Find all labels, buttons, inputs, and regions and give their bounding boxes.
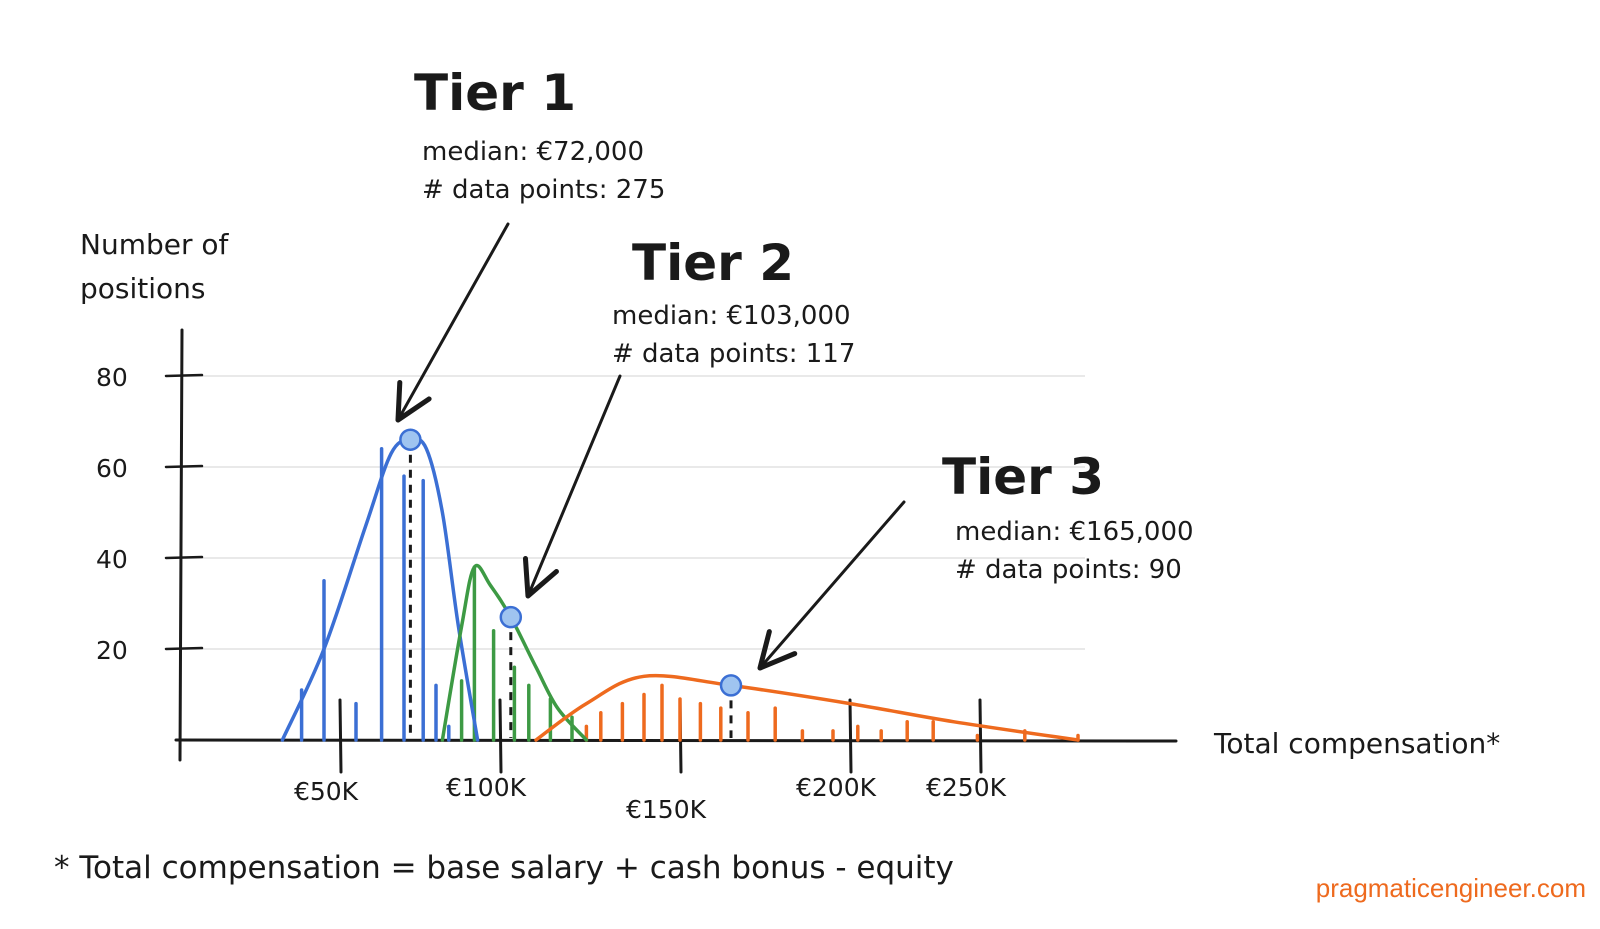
y-tick-mark-20 bbox=[164, 646, 204, 651]
y-tick-mark-40 bbox=[164, 555, 204, 560]
tier-1-arrow bbox=[395, 222, 510, 423]
x-axis bbox=[174, 738, 1178, 743]
y-tick-label-60: 60 bbox=[96, 454, 128, 483]
tier-2-median-marker bbox=[499, 605, 523, 629]
gridlines bbox=[185, 375, 1085, 650]
x-tick-label-3: €200K bbox=[796, 773, 877, 802]
tier-3-title: Tier 3 bbox=[942, 448, 1104, 506]
watermark-link[interactable]: pragmaticengineer.com bbox=[1316, 873, 1586, 903]
tier-3-arrow bbox=[757, 500, 906, 671]
y-tick-mark-80 bbox=[164, 373, 204, 378]
tier-1-annotation: Tier 1 median: €72,000 # data points: 27… bbox=[395, 64, 665, 423]
tier-1-median-label: median: €72,000 bbox=[422, 137, 644, 167]
tier-1-title: Tier 1 bbox=[414, 64, 576, 122]
y-axis-title-line-1: Number of bbox=[80, 228, 230, 261]
x-ticks: €50K €100K €150K €200K €250K bbox=[294, 698, 1007, 824]
y-tick-label-80: 80 bbox=[96, 363, 128, 392]
tier-2-arrow bbox=[522, 374, 622, 599]
tier-3-curve bbox=[534, 673, 1080, 742]
tier-2-annotation: Tier 2 median: €103,000 # data points: 1… bbox=[522, 234, 855, 599]
tier-2-title: Tier 2 bbox=[632, 234, 794, 292]
y-axis-title-line-2: positions bbox=[80, 272, 206, 305]
x-tick-mark-1 bbox=[498, 698, 503, 774]
x-tick-mark-4 bbox=[978, 698, 983, 774]
x-tick-mark-0 bbox=[338, 698, 343, 774]
x-tick-mark-3 bbox=[848, 698, 853, 774]
tier-3-median-label: median: €165,000 bbox=[955, 517, 1194, 547]
tier-1-count-label: # data points: 275 bbox=[422, 175, 665, 205]
tier-2-count-label: # data points: 117 bbox=[612, 339, 855, 369]
y-ticks: 20 40 60 80 bbox=[96, 363, 204, 665]
x-tick-label-0: €50K bbox=[294, 777, 359, 806]
tier-3-annotation: Tier 3 median: €165,000 # data points: 9… bbox=[757, 448, 1194, 671]
y-axis bbox=[178, 328, 184, 762]
y-tick-label-20: 20 bbox=[96, 636, 128, 665]
y-tick-label-40: 40 bbox=[96, 545, 128, 574]
median-markers bbox=[399, 428, 743, 738]
tier-2-curve bbox=[440, 563, 589, 742]
tier-3-count-label: # data points: 90 bbox=[955, 555, 1182, 585]
tier-2-median-label: median: €103,000 bbox=[612, 301, 851, 331]
tier-3-median-marker bbox=[719, 674, 743, 697]
x-tick-label-2: €150K bbox=[626, 795, 707, 824]
x-axis-title: Total compensation* bbox=[1213, 727, 1500, 760]
tier-1-median-marker bbox=[399, 428, 422, 451]
y-tick-mark-60 bbox=[164, 464, 204, 469]
footnote: * Total compensation = base salary + cas… bbox=[54, 850, 954, 886]
x-tick-label-1: €100K bbox=[446, 773, 527, 802]
x-tick-label-4: €250K bbox=[926, 773, 1007, 802]
